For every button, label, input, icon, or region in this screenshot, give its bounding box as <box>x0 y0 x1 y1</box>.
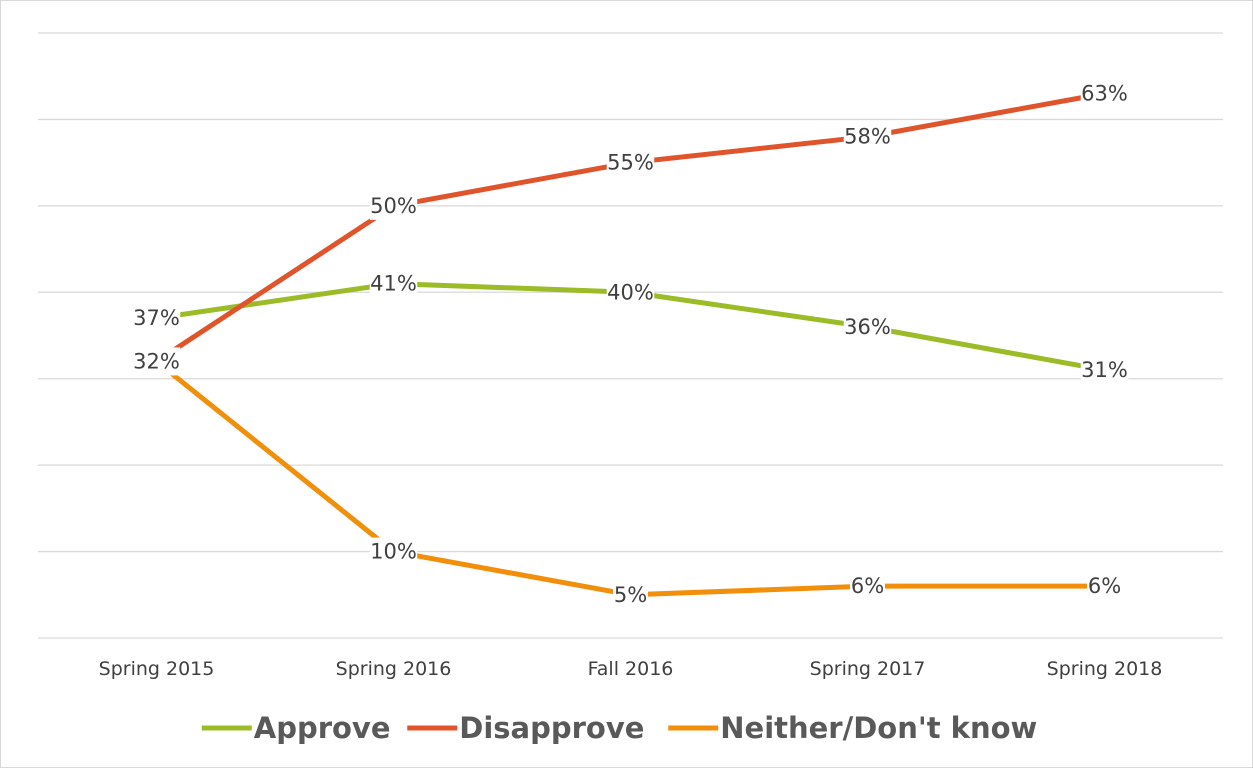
data-label: 6% <box>851 574 884 598</box>
data-label-group: 55% <box>606 148 655 177</box>
data-label: 58% <box>844 125 891 149</box>
data-label: 50% <box>370 194 417 218</box>
x-tick-label: Spring 2016 <box>336 658 452 680</box>
data-label-group: 6% <box>850 572 885 601</box>
data-label-background <box>1080 356 1129 385</box>
legend-item: Disapprove <box>407 711 644 745</box>
data-label-group: 5% <box>613 580 648 609</box>
data-label: 31% <box>1081 358 1128 382</box>
data-label-background <box>843 122 892 151</box>
data-label: 36% <box>844 315 891 339</box>
series-line-1 <box>155 91 1105 364</box>
x-axis-tick-labels: Spring 2015 Spring 2016 Fall 2016 Spring 20… <box>99 658 1163 680</box>
data-label-background <box>613 580 648 609</box>
data-label-background <box>369 191 418 220</box>
x-tick-label: Spring 2018 <box>1047 658 1163 680</box>
data-label-background <box>132 304 181 333</box>
x-tick-label: Spring 2017 <box>810 658 926 680</box>
data-label-background <box>1080 79 1129 108</box>
data-label: 6% <box>1088 574 1121 598</box>
legend-label: Neither/Don't know <box>720 711 1037 745</box>
series-line-2 <box>154 359 1105 598</box>
data-label-background <box>606 278 655 307</box>
data-label-group: 31% <box>1080 356 1129 385</box>
data-label: 40% <box>607 280 654 304</box>
data-label-group: 63% <box>1080 79 1129 108</box>
data-label-background <box>132 347 181 376</box>
data-label-background <box>369 269 418 298</box>
legend-item: Neither/Don't know <box>668 711 1037 745</box>
data-label: 55% <box>607 151 654 175</box>
x-tick-label: Fall 2016 <box>588 658 674 680</box>
data-label: 10% <box>370 540 417 564</box>
legend-label: Approve <box>254 711 391 745</box>
data-label-group: 32% <box>132 347 181 376</box>
data-label: 63% <box>1081 82 1128 106</box>
data-label-background <box>606 148 655 177</box>
legend: Approve Disapprove Neither/Don't know <box>201 711 1037 745</box>
data-label-group: 36% <box>843 312 892 341</box>
data-label-background <box>1087 572 1122 601</box>
data-label-group: 10% <box>369 537 418 566</box>
legend-item: Approve <box>201 711 391 745</box>
data-label-group: 41% <box>369 269 418 298</box>
data-label: 37% <box>133 306 180 330</box>
data-label-group: 58% <box>843 122 892 151</box>
data-label: 5% <box>614 583 647 607</box>
gridlines <box>38 32 1223 639</box>
data-labels: 37% 41% 40% 36% 31% 32% 50% 55% 58% 63% 10% 5% 6% 6% <box>132 79 1129 609</box>
data-label: 32% <box>133 349 180 373</box>
data-label: 41% <box>370 272 417 296</box>
data-label-group: 40% <box>606 278 655 307</box>
data-label-background <box>369 537 418 566</box>
data-label-group: 37% <box>132 304 181 333</box>
x-tick-label: Spring 2015 <box>99 658 215 680</box>
data-label-background <box>850 572 885 601</box>
data-label-group: 6% <box>1087 572 1122 601</box>
data-label-background <box>843 312 892 341</box>
legend-label: Disapprove <box>459 711 644 745</box>
data-label-group: 50% <box>369 191 418 220</box>
